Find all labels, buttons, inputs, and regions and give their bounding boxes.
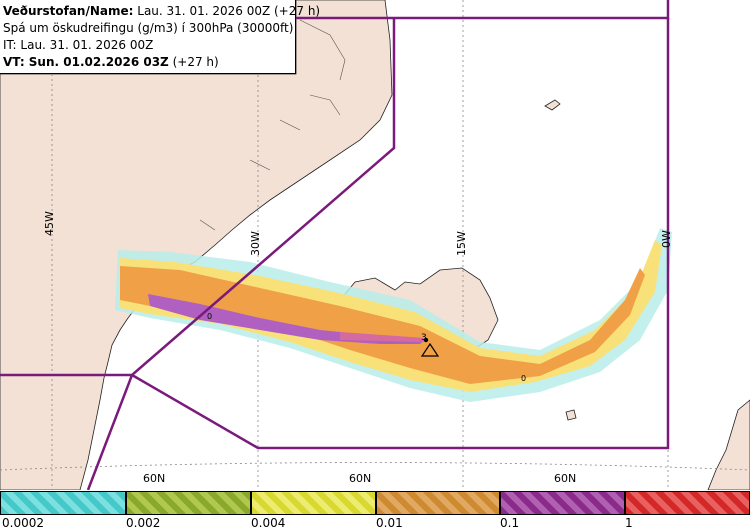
legend-label: 0.0002 bbox=[2, 516, 44, 530]
airspace-boundary bbox=[0, 0, 670, 490]
legend-bar bbox=[0, 491, 750, 515]
legend-swatch-3 bbox=[251, 491, 376, 515]
valid-time-offset: (+27 h) bbox=[172, 55, 219, 69]
forecast-info-box: Veðurstofan/Name: Lau. 31. 01. 2026 00Z … bbox=[0, 0, 320, 74]
legend-label: 1 bbox=[625, 516, 633, 530]
valid-time-label: VT: Sun. 01.02.2026 03Z bbox=[3, 55, 169, 69]
lat-label: 60N bbox=[143, 472, 166, 485]
name-value: Lau. 31. 01. 2026 00Z (+27 h) bbox=[137, 4, 321, 18]
info-line-issue-time: IT: Lau. 31. 01. 2026 00Z bbox=[3, 38, 154, 52]
legend-swatch-4 bbox=[376, 491, 500, 515]
volcano-label: 3 bbox=[421, 333, 427, 343]
lon-label-45w: 45W bbox=[43, 211, 56, 236]
name-label: Veðurstofan/Name: bbox=[3, 4, 134, 18]
legend-label: 0.1 bbox=[500, 516, 520, 530]
ash-plume-low bbox=[120, 240, 662, 392]
lat-label: 60N bbox=[554, 472, 577, 485]
volcano-source-icon bbox=[423, 337, 429, 343]
ash-plume-core bbox=[340, 332, 425, 342]
legend-swatch-6 bbox=[625, 491, 750, 515]
legend-label: 0.002 bbox=[126, 516, 161, 530]
lon-label-30w: 30W bbox=[249, 231, 262, 256]
legend-label: 0.004 bbox=[251, 516, 286, 530]
jan-mayen-island bbox=[544, 99, 561, 111]
norway-coast bbox=[707, 399, 750, 490]
faroe-islands bbox=[565, 409, 577, 421]
ash-plume-mid bbox=[120, 266, 645, 384]
contour-label: 0 bbox=[207, 312, 213, 321]
info-line-description: Spá um öskudreifingu (g/m3) í 300hPa (30… bbox=[3, 21, 294, 35]
info-line-name: Veðurstofan/Name: Lau. 31. 01. 2026 00Z … bbox=[3, 3, 320, 20]
legend-swatch-2 bbox=[126, 491, 251, 515]
legend-swatch-1 bbox=[0, 491, 126, 515]
volcano-triangle-icon bbox=[420, 342, 440, 357]
contour-label: 0 bbox=[521, 374, 527, 383]
legend-label: 0.01 bbox=[376, 516, 403, 530]
info-line-valid-time: VT: Sun. 01.02.2026 03Z (+27 h) bbox=[3, 54, 292, 71]
lon-label-0w: 0W bbox=[660, 230, 673, 248]
lon-label-15w: 15W bbox=[455, 231, 468, 256]
legend-swatch-5 bbox=[500, 491, 625, 515]
lat-label: 60N bbox=[349, 472, 372, 485]
ash-dispersion-map bbox=[0, 0, 750, 490]
greenland-fjords bbox=[199, 19, 346, 231]
concentration-legend: 0.0002 0.002 0.004 0.01 0.1 1 bbox=[0, 490, 750, 532]
